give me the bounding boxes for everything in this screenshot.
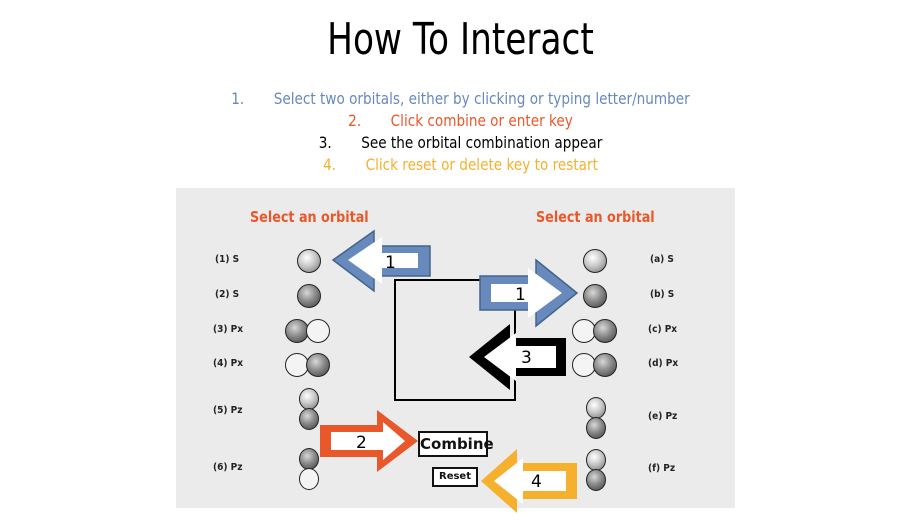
arrow-1-left-label: 1 — [385, 253, 396, 273]
orbital-bs-lobe — [583, 284, 607, 308]
arrow-3-label: 3 — [521, 348, 532, 368]
orbital-dpx-lobe-b — [593, 353, 617, 377]
orbital-label-bs: (b) S — [650, 289, 675, 300]
arrow-1-right-label: 1 — [515, 285, 526, 305]
orbital-3px-lobe-a — [285, 319, 309, 343]
left-select-header: Select an orbital — [250, 208, 369, 226]
orbital-label-dpx: (d) Px — [648, 358, 679, 369]
orbital-5pz-lobe-b — [299, 408, 319, 430]
orbital-label-3px: (3) Px — [213, 324, 244, 335]
arrow-4: 4 — [481, 449, 577, 513]
instruction-step-4: 4. Click reset or delete key to restart — [323, 155, 598, 174]
arrow-2-label: 2 — [356, 433, 367, 453]
orbital-cpx-lobe-b — [593, 319, 617, 343]
instruction-step-3: 3. See the orbital combination appear — [318, 133, 603, 152]
orbital-as-lobe — [583, 249, 607, 273]
arrow-3: 3 — [469, 324, 566, 390]
orbital-fpz-lobe-b — [586, 469, 606, 491]
orbital-dpx-lobe-a — [572, 353, 596, 377]
arrow-2: 2 — [320, 410, 418, 472]
orbital-label-5pz: (5) Pz — [213, 405, 243, 416]
arrow-4-label: 4 — [531, 472, 542, 492]
arrow-1-right: 1 — [479, 258, 579, 328]
arrow-1-left: 1 — [331, 229, 431, 293]
reset-button[interactable]: Reset — [432, 467, 478, 487]
orbital-label-fpz: (f) Pz — [648, 463, 676, 474]
right-select-header: Select an orbital — [536, 208, 655, 226]
page-title: How To Interact — [327, 14, 594, 65]
orbital-label-6pz: (6) Pz — [213, 462, 243, 473]
instruction-step-1: 1. Select two orbitals, either by clickin… — [231, 89, 690, 108]
orbital-epz-lobe-b — [586, 417, 606, 439]
orbital-2s-lobe — [297, 284, 321, 308]
orbital-label-1s: (1) S — [215, 254, 240, 265]
orbital-4px-lobe-b — [306, 353, 330, 377]
combine-button[interactable]: Combine — [418, 431, 494, 457]
orbital-label-cpx: (c) Px — [648, 324, 678, 335]
orbital-3px-lobe-b — [306, 319, 330, 343]
orbital-label-as: (a) S — [650, 254, 674, 265]
orbital-6pz-lobe-b — [299, 468, 319, 490]
orbital-label-epz: (e) Pz — [648, 411, 678, 422]
instruction-step-2: 2. Click combine or enter key — [348, 111, 573, 130]
orbital-label-2s: (2) S — [215, 289, 240, 300]
orbital-1s-lobe — [297, 249, 321, 273]
orbital-label-4px: (4) Px — [213, 358, 244, 369]
